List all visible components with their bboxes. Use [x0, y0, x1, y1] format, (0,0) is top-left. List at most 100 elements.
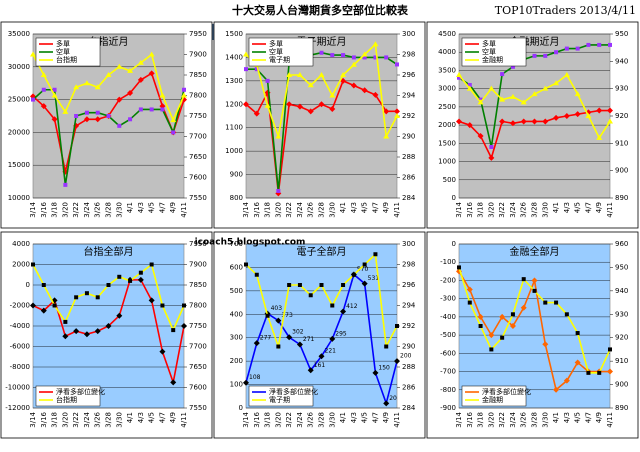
point: [330, 303, 335, 308]
point: [574, 111, 581, 118]
x-tick-label: 4/11: [393, 412, 401, 428]
x-tick-label: 3/30: [115, 202, 123, 218]
point: [373, 252, 378, 257]
x-tick-label: 4/7: [371, 202, 379, 213]
y2-tick-label: 960: [615, 240, 628, 248]
y-tick-label: 1200: [225, 100, 243, 108]
y-tick-label: 15000: [8, 161, 30, 169]
y-tick-label: 1500: [225, 30, 243, 38]
data-label: 373: [281, 312, 293, 319]
point: [95, 295, 100, 300]
point: [51, 92, 58, 98]
plot-area: [245, 243, 398, 409]
point: [137, 76, 144, 83]
point: [553, 114, 560, 121]
point: [264, 102, 271, 108]
point: [30, 302, 36, 309]
y-tick-label: 1500: [438, 139, 456, 147]
point: [319, 283, 324, 287]
x-tick-label: 3/22: [72, 202, 80, 218]
point: [40, 72, 47, 77]
point: [361, 51, 368, 57]
y-tick-label: 1000: [225, 147, 243, 155]
point: [607, 107, 613, 114]
point: [467, 83, 472, 88]
y-tick-label: 1000: [438, 158, 456, 166]
y-tick-label: 0: [239, 404, 243, 412]
y2-tick-label: 950: [615, 30, 628, 38]
legend-label: 電子期: [269, 56, 290, 64]
x-tick-label: 3/16: [466, 201, 474, 217]
x-tick-label: 4/1: [126, 412, 134, 423]
point: [509, 120, 516, 127]
point: [287, 283, 292, 287]
point: [83, 331, 90, 338]
y-tick-label: 20000: [8, 128, 30, 136]
x-tick-label: 4/1: [339, 202, 347, 213]
point: [521, 277, 526, 282]
point: [466, 85, 473, 91]
y2-tick-label: 890: [615, 194, 628, 202]
x-tick-label: 3/26: [307, 201, 315, 217]
page-title: 十大交易人台灣期貨多空部位比較表: [232, 3, 409, 17]
x-tick-label: 3/26: [94, 411, 102, 427]
point: [542, 341, 549, 348]
point: [160, 107, 165, 112]
chart-title: 台指全部月: [84, 245, 134, 258]
y2-tick-label: 930: [615, 310, 628, 318]
point: [307, 108, 314, 115]
y-tick-label: 3500: [438, 66, 456, 74]
y-tick-label: 100: [230, 381, 243, 389]
x-tick-label: 4/1: [552, 202, 560, 213]
point: [318, 101, 325, 108]
point: [244, 262, 248, 267]
legend-label: 空單: [269, 47, 283, 56]
point: [574, 359, 581, 366]
x-tick-label: 4/7: [158, 412, 166, 423]
point: [351, 55, 356, 60]
legend-label: 多單: [56, 39, 70, 48]
point: [137, 276, 144, 283]
x-tick-label: 3/24: [296, 411, 304, 427]
point: [467, 300, 472, 305]
point: [574, 91, 581, 97]
data-label: 271: [303, 336, 315, 343]
y2-tick-label: 286: [402, 174, 416, 182]
point: [116, 96, 123, 103]
y-tick-label: 4000: [438, 48, 456, 56]
point: [41, 87, 46, 92]
point: [286, 101, 293, 108]
y2-tick-label: 294: [402, 302, 416, 310]
x-tick-label: 4/5: [148, 412, 156, 423]
x-tick-label: 4/3: [563, 202, 571, 213]
y-tick-label: 0: [452, 240, 456, 248]
point: [341, 53, 346, 58]
point: [308, 293, 313, 298]
point: [286, 72, 293, 77]
point: [51, 116, 58, 123]
legend-label: 多單: [269, 39, 283, 48]
point: [329, 92, 336, 98]
y2-tick-label: 290: [402, 343, 415, 351]
y-tick-label: 25000: [8, 96, 30, 104]
y-tick-label: 1400: [225, 53, 243, 61]
point: [553, 80, 560, 86]
x-tick-label: 3/16: [253, 411, 261, 427]
y2-tick-label: 7750: [189, 112, 207, 120]
data-label: 277: [260, 335, 272, 342]
point: [243, 101, 249, 108]
y-tick-label: 4500: [438, 30, 456, 38]
point: [94, 84, 101, 90]
point: [318, 353, 325, 360]
x-tick-label: 4/1: [552, 412, 560, 423]
y2-tick-label: 7850: [189, 281, 207, 289]
data-label: 150: [378, 364, 390, 371]
point: [489, 347, 494, 352]
y-tick-label: -10000: [5, 384, 30, 392]
point: [394, 113, 400, 118]
x-tick-label: 3/18: [477, 412, 485, 428]
x-tick-label: 3/24: [83, 201, 91, 217]
point: [488, 85, 495, 91]
x-tick-label: 3/20: [61, 202, 69, 218]
point: [31, 97, 35, 102]
